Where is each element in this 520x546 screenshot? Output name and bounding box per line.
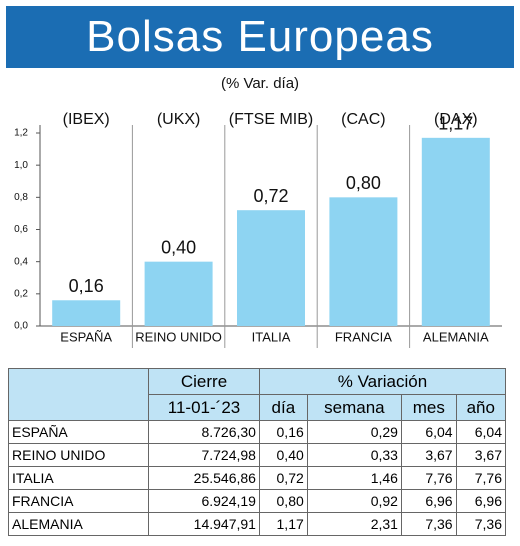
table-cell: ITALIA (7, 466, 150, 490)
value-label: 0,80 (346, 173, 381, 193)
y-tick-label: 0,2 (14, 288, 28, 299)
subtitle: (% Var. día) (221, 75, 299, 92)
data-table: Cierre% Variación 11-01-´23 día semana mes añ… (7, 368, 507, 536)
table-cell: 7,76 (455, 466, 507, 490)
table-cell: 6,96 (400, 489, 457, 513)
bar (144, 261, 213, 326)
table-cell: 0,92 (306, 489, 402, 513)
bar (421, 137, 490, 326)
table-cell: 3,67 (455, 443, 507, 467)
table-cell: 2,31 (306, 512, 402, 536)
table-row: ALEMANIA 14.947,91 1,17 2,31 7,36 7,36 (7, 512, 507, 536)
table-cell: 6.924,19 (148, 489, 260, 513)
x-tick-label: REINO UNIDO (135, 329, 222, 344)
table-cell: 25.546,86 (148, 466, 260, 490)
header-cell (7, 368, 150, 421)
table-cell: 6,96 (455, 489, 507, 513)
subheader-cell: año (455, 394, 507, 421)
x-tick-label: ESPAÑA (60, 329, 112, 344)
table-cell: 3,67 (400, 443, 457, 467)
table-cell: 1,46 (306, 466, 402, 490)
table-cell: 0,16 (258, 420, 308, 444)
table-cell: FRANCIA (7, 489, 150, 513)
chart: (% Var. día) 0,0 0,2 0,4 0,6 0,8 1,0 1,2 (IBEX) 0… (14, 75, 502, 348)
header-cell: Cierre (148, 368, 260, 395)
header-cell: % Variación (258, 368, 507, 395)
category-annotation: (DAX) (434, 111, 478, 128)
table-row: FRANCIA 6.924,19 0,80 0,92 6,96 6,96 (7, 489, 507, 513)
y-tick-label: 1,0 (14, 160, 28, 171)
table-cell: 0,40 (258, 443, 308, 467)
table-cell: 6,04 (455, 420, 507, 444)
category-annotation: (IBEX) (63, 111, 110, 128)
subheader-cell: semana (306, 394, 402, 421)
table-body: ESPAÑA 8.726,30 0,16 0,29 6,04 6,04 REINO UNID… (7, 420, 507, 536)
value-label: 0,72 (253, 186, 288, 206)
x-tick-label: ALEMANIA (423, 329, 489, 344)
table-cell: 0,72 (258, 466, 308, 490)
table-cell: 0,29 (306, 420, 402, 444)
table-cell: 1,17 (258, 512, 308, 536)
x-tick-label: ITALIA (252, 329, 291, 344)
table-head: Cierre% Variación 11-01-´23 día semana mes añ… (7, 368, 507, 421)
value-label: 1,17 (438, 114, 473, 134)
category-annotation: (UKX) (157, 111, 201, 128)
subheader-cell: 11-01-´23 (148, 394, 260, 421)
category-annotation: (CAC) (341, 111, 385, 128)
subheader-cell: mes (400, 394, 457, 421)
table-cell: 0,33 (306, 443, 402, 467)
table-row: ESPAÑA 8.726,30 0,16 0,29 6,04 6,04 (7, 420, 507, 444)
y-tick-label: 0,6 (14, 224, 28, 235)
bar (329, 197, 398, 326)
bar (237, 210, 305, 326)
y-tick-label: 0,4 (14, 256, 28, 267)
subheader-cell: día (258, 394, 308, 421)
category-annotation: (FTSE MIB) (229, 111, 313, 128)
table-cell: 8.726,30 (148, 420, 260, 444)
table-cell: 7,36 (400, 512, 457, 536)
table-cell: 6,04 (400, 420, 457, 444)
subheader-row: 11-01-´23 día semana mes año (9, 394, 507, 421)
bar (52, 300, 121, 326)
table-cell: 7,36 (455, 512, 507, 536)
table-cell: 7.724,98 (148, 443, 260, 467)
value-label: 0,16 (69, 276, 104, 296)
table-cell: 14.947,91 (148, 512, 260, 536)
y-tick-label: 0,8 (14, 192, 28, 203)
table-cell: 7,76 (400, 466, 457, 490)
x-tick-label: FRANCIA (335, 329, 392, 344)
title-banner: Bolsas Europeas (6, 6, 514, 68)
table-cell: 0,80 (258, 489, 308, 513)
table-row: ITALIA 25.546,86 0,72 1,46 7,76 7,76 (7, 466, 507, 490)
table-cell: ESPAÑA (7, 420, 150, 444)
table-cell: ALEMANIA (7, 512, 150, 536)
table-cell: REINO UNIDO (7, 443, 150, 467)
table-row: REINO UNIDO 7.724,98 0,40 0,33 3,67 3,67 (7, 443, 507, 467)
y-tick-label: 0,0 (14, 321, 28, 332)
value-label: 0,40 (161, 237, 196, 257)
y-tick-label: 1,2 (14, 128, 28, 139)
header-row: Cierre% Variación (7, 368, 507, 421)
